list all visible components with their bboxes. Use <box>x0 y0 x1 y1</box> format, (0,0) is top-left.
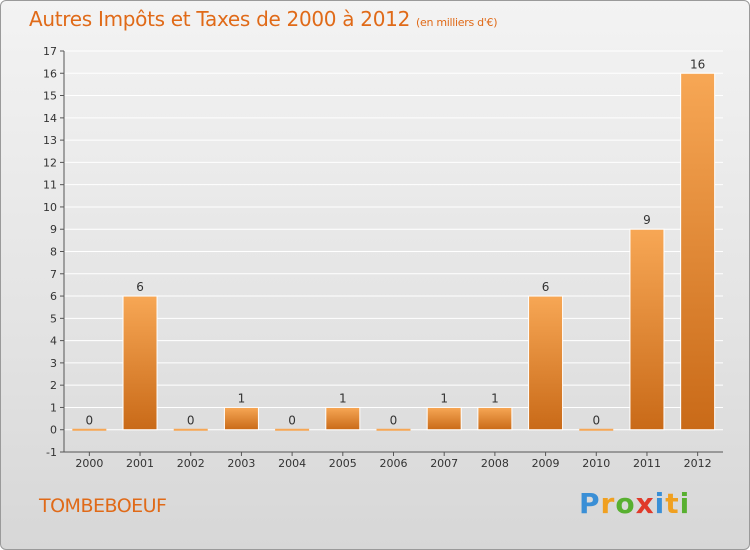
x-tick-label-2011: 2011 <box>633 457 661 470</box>
data-label-2005: 1 <box>339 391 347 405</box>
y-tick-label: 10 <box>43 201 57 214</box>
data-label-2012: 16 <box>690 57 705 71</box>
chart-subtitle: (en milliers d'€) <box>416 16 498 29</box>
x-tick-label-2005: 2005 <box>329 457 357 470</box>
x-tick-label-2003: 2003 <box>227 457 255 470</box>
data-label-2009: 6 <box>542 280 550 294</box>
axes <box>60 50 723 456</box>
y-tick-label: 3 <box>50 357 57 370</box>
y-tick-label: 9 <box>50 223 57 236</box>
data-label-2007: 1 <box>440 391 448 405</box>
y-tick-label: 5 <box>50 312 57 325</box>
data-label-2003: 1 <box>238 391 246 405</box>
x-tick-label-2006: 2006 <box>380 457 408 470</box>
chart-title: Autres Impôts et Taxes de 2000 à 2012 (en… <box>29 7 497 31</box>
bar-2001 <box>122 295 158 431</box>
logo-letter: i <box>679 487 691 520</box>
y-tick-label: -1 <box>46 446 57 459</box>
data-label-2000: 0 <box>86 414 94 428</box>
bar-2012 <box>680 72 716 431</box>
y-tick-label: 11 <box>43 179 57 192</box>
y-tick-label: 14 <box>43 112 57 125</box>
y-tick-label: 2 <box>50 379 57 392</box>
proxiti-logo: Proxiti <box>579 487 690 520</box>
data-label-2004: 0 <box>288 414 296 428</box>
grid-lines <box>64 50 723 453</box>
chart-title-text: Autres Impôts et Taxes de 2000 à 2012 <box>29 7 410 31</box>
y-tick-label: 4 <box>50 335 57 348</box>
x-tick-label-2009: 2009 <box>532 457 560 470</box>
x-tick-label-2008: 2008 <box>481 457 509 470</box>
data-label-2010: 0 <box>592 414 600 428</box>
logo-letter: o <box>615 487 636 520</box>
y-tick-label: 17 <box>43 45 57 58</box>
data-label-2001: 6 <box>136 280 144 294</box>
logo-letter: t <box>665 487 680 520</box>
x-tick-label-2000: 2000 <box>75 457 103 470</box>
y-tick-label: 7 <box>50 268 57 281</box>
x-tick-label-2004: 2004 <box>278 457 306 470</box>
bar-2005 <box>325 406 361 431</box>
y-tick-label: 0 <box>50 424 57 437</box>
bar-2003 <box>223 406 259 431</box>
x-tick-labels: 2000 2001 2002 2003 2004 2005 2006 2007 2008 2009… <box>75 457 711 470</box>
data-label-2002: 0 <box>187 414 195 428</box>
y-tick-label: 13 <box>43 134 57 147</box>
data-label-2008: 1 <box>491 391 499 405</box>
bar-2009 <box>528 295 564 431</box>
town-name: TOMBEBOEUF <box>39 495 167 517</box>
x-tick-label-2002: 2002 <box>177 457 205 470</box>
y-tick-label: 15 <box>43 90 57 103</box>
data-label-2006: 0 <box>390 414 398 428</box>
y-tick-label: 6 <box>50 290 57 303</box>
x-tick-label-2010: 2010 <box>582 457 610 470</box>
bar-2011 <box>629 228 665 431</box>
y-tick-label: 16 <box>43 67 57 80</box>
x-tick-label-2001: 2001 <box>126 457 154 470</box>
y-tick-label: 12 <box>43 156 57 169</box>
x-tick-label-2012: 2012 <box>684 457 712 470</box>
y-tick-label: 8 <box>50 246 57 259</box>
bar-2007 <box>426 406 462 431</box>
bar-2008 <box>477 406 513 431</box>
bars <box>72 72 716 431</box>
x-tick-label-2007: 2007 <box>430 457 458 470</box>
logo-letter: i <box>654 487 666 520</box>
logo-letter: r <box>600 487 616 520</box>
logo-letter: x <box>635 487 655 520</box>
y-tick-label: 1 <box>50 401 57 414</box>
data-label-2011: 9 <box>643 213 651 227</box>
logo-letter: P <box>579 487 601 520</box>
